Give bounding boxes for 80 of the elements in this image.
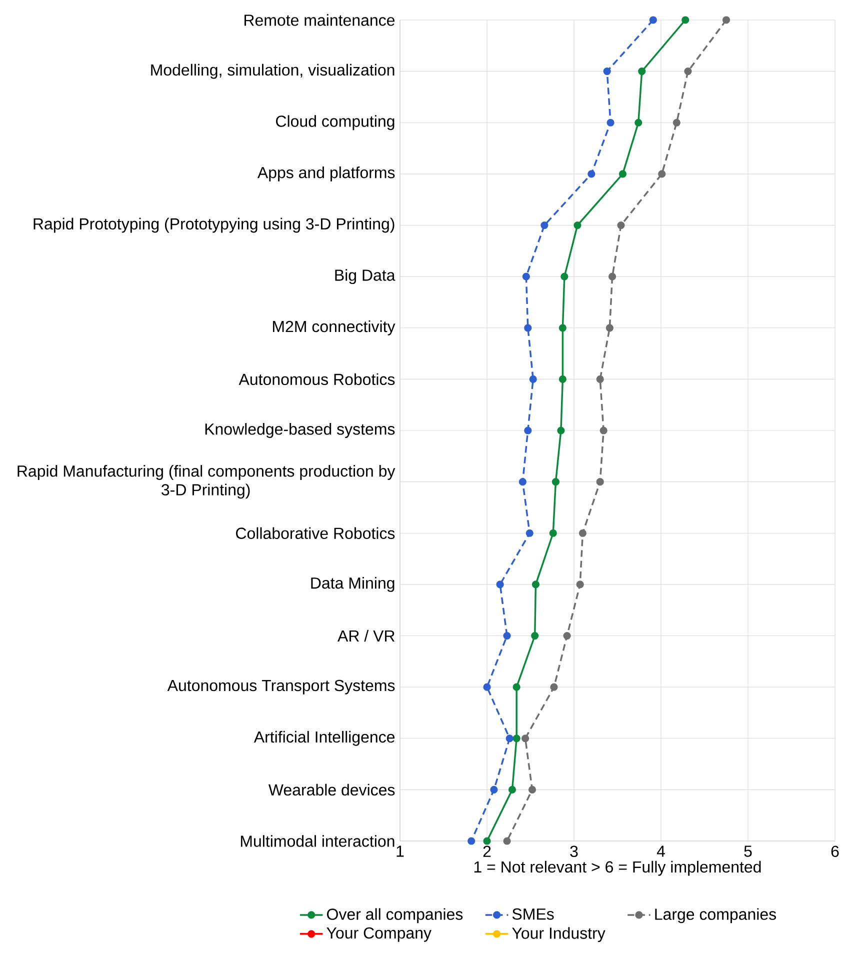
y-tick-label: Remote maintenance [244, 14, 395, 26]
point [483, 683, 491, 691]
point [528, 786, 536, 794]
x-axis-title: 1 = Not relevant > 6 = Fully implemented [474, 860, 761, 876]
y-tick-label: Knowledge-based systems [205, 423, 395, 438]
x-tick-label: 4 [656, 846, 665, 857]
point [506, 734, 514, 742]
point [508, 786, 516, 794]
y-tick-label: Cloud computing [276, 115, 394, 130]
point [684, 68, 692, 76]
point [588, 170, 596, 178]
y-tick-label: Multimodal interaction [240, 835, 394, 847]
y-tick-label: Data Mining [311, 576, 394, 592]
x-tick-label: 3 [570, 846, 578, 858]
x-tick-label: 1 [396, 846, 404, 857]
point [503, 837, 511, 845]
point [722, 16, 730, 24]
point [512, 734, 520, 742]
point [524, 426, 532, 434]
point [596, 375, 604, 383]
point [682, 16, 690, 24]
y-tick-label: Big Data [335, 269, 396, 284]
y-tick-label: M2M connectivity [273, 320, 396, 336]
point [521, 734, 530, 742]
point [563, 632, 571, 640]
y-tick-label: Collaborative Robotics [236, 527, 395, 539]
legend-label: Your Industry [512, 927, 606, 942]
point [618, 170, 627, 178]
point [526, 529, 534, 537]
point [549, 529, 557, 537]
point [557, 426, 565, 434]
point [560, 272, 568, 280]
x-tick-label: 2 [483, 846, 491, 857]
point [512, 683, 520, 691]
legend-label: SMEs [512, 908, 554, 920]
point [574, 221, 582, 230]
point [576, 580, 584, 588]
point [649, 16, 657, 24]
point [468, 837, 476, 845]
point [658, 170, 666, 178]
point [617, 221, 625, 230]
point [606, 118, 614, 126]
x-tick-label: 5 [744, 846, 752, 857]
point [638, 68, 646, 76]
point [578, 529, 587, 537]
point [503, 632, 511, 640]
legend-label: Over all companies [327, 908, 463, 924]
point [550, 683, 558, 691]
point [496, 580, 504, 588]
point [524, 324, 532, 332]
legend-label: Large companies [655, 908, 776, 924]
point [529, 375, 537, 383]
point [483, 837, 491, 845]
point [522, 272, 530, 280]
point [558, 324, 566, 332]
y-tick-label: Apps and platforms [257, 166, 395, 182]
legend-label: Your Company [326, 927, 432, 942]
point [531, 632, 539, 640]
y-tick-label: Wearable devices [268, 784, 395, 796]
point [532, 580, 540, 588]
y-tick-label: Modelling, simulation, visualization [151, 64, 394, 79]
y-tick-label: Rapid Manufacturing (final components production by 3-D Printing) [18, 465, 396, 499]
point [518, 478, 526, 486]
point [672, 118, 680, 126]
point [596, 478, 604, 486]
y-tick-label: Rapid Prototyping (Prototypying using 3-D Printing) [34, 218, 394, 233]
y-tick-label: Autonomous Transport Systems [167, 680, 395, 694]
y-tick-label: AR / VR [338, 630, 395, 642]
point [603, 68, 611, 76]
point [490, 786, 498, 794]
point [558, 375, 566, 383]
y-tick-label: Autonomous Robotics [238, 373, 395, 386]
point [600, 426, 608, 434]
point [552, 478, 560, 486]
y-tick-label: Artificial Intelligence [254, 730, 395, 746]
point [540, 221, 548, 230]
point [634, 118, 642, 126]
point [608, 272, 616, 280]
point [606, 324, 614, 332]
x-tick-label: 6 [831, 846, 839, 858]
